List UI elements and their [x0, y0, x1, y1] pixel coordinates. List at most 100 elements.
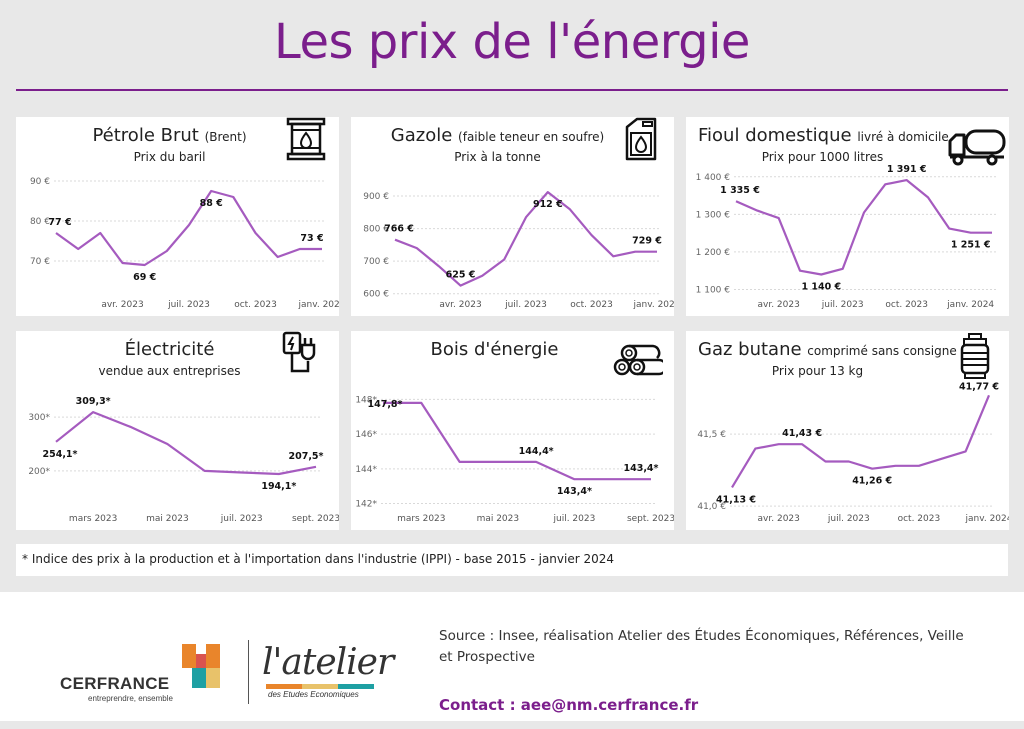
electricite-series-line	[55, 410, 317, 476]
atelier-logo-text: l'atelier	[262, 642, 394, 683]
chart-subtitle-fioul: Prix pour 1000 litres	[761, 150, 884, 164]
bois-xtick-label: juil. 2023	[553, 514, 596, 524]
petrole-data-label: 88 €	[200, 198, 223, 209]
chart-svg-bois: 142* 144* 146* 148* mars 2023 mai 2023 juil. 2…	[355, 395, 674, 524]
gazole-xtick-label: oct. 2023	[570, 300, 613, 310]
electricite-data-label: 254,1*	[42, 449, 77, 460]
electricite-data-label: 207,5*	[288, 451, 323, 462]
gazole-data-label: 729 €	[632, 236, 662, 247]
bois-ytick-label: 144*	[355, 465, 377, 475]
footer-bottom-strip	[0, 721, 1024, 729]
bois-series-line	[383, 401, 651, 481]
butane-xtick-label: oct. 2023	[898, 514, 941, 524]
chart-title-electricite: Électricité	[124, 339, 215, 360]
gazole-data-label: 912 €	[533, 199, 563, 210]
atelier-logo-subtitle: des Etudes Economiques	[268, 690, 359, 699]
power-plug-icon	[282, 331, 316, 373]
electricite-xtick-label: mai 2023	[146, 514, 189, 524]
chart-svg-fioul: 1 100 € 1 200 € 1 300 € 1 400 € avr. 2023 jui…	[696, 164, 996, 310]
fioul-ytick-label: 1 300 €	[696, 210, 731, 220]
petrole-series-line	[55, 189, 322, 267]
chart-panel-gazole: 600 € 700 € 800 € 900 € avr. 2023 juil. 2023 o…	[351, 117, 674, 316]
petrole-ytick-label: 80 €	[30, 217, 50, 227]
fioul-ytick-label: 1 400 €	[696, 173, 731, 183]
logo-separator	[248, 640, 249, 704]
fioul-xtick-label: avr. 2023	[757, 300, 799, 310]
chart-title-petrole: Pétrole Brut (Brent)	[92, 125, 247, 146]
gazole-data-label: 625 €	[446, 270, 476, 281]
fioul-xtick-label: janv. 2024	[946, 300, 994, 310]
bois-xtick-label: mars 2023	[397, 514, 445, 524]
bois-ytick-label: 142*	[355, 500, 377, 510]
chart-subtitle-gazole: Prix à la tonne	[454, 150, 541, 164]
contact-link[interactable]: Contact : aee@nm.cerfrance.fr	[439, 696, 699, 714]
bois-data-label: 144,4*	[519, 446, 554, 457]
butane-data-label: 41,13 €	[716, 494, 756, 505]
butane-xtick-label: avr. 2023	[758, 514, 800, 524]
fioul-xtick-label: juil. 2023	[821, 300, 864, 310]
petrole-data-label: 77 €	[48, 217, 71, 228]
gazole-ytick-label: 800 €	[363, 225, 389, 235]
butane-series-line	[731, 394, 991, 488]
bois-ytick-label: 146*	[355, 430, 377, 440]
chart-panel-fioul: 1 100 € 1 200 € 1 300 € 1 400 € avr. 2023 jui…	[686, 117, 1009, 316]
chart-title-fioul: Fioul domestique livré à domicile	[698, 125, 949, 146]
fioul-data-label: 1 391 €	[887, 164, 927, 175]
cerfrance-logo-text: CERFRANCE	[60, 674, 170, 693]
bois-ytick-label: 148*	[355, 395, 377, 405]
butane-data-label: 41,77 €	[959, 381, 999, 392]
electricite-xtick-label: mars 2023	[69, 514, 117, 524]
gazole-data-label: 766 €	[384, 224, 414, 235]
fioul-ytick-label: 1 200 €	[696, 248, 731, 258]
chart-title-bois: Bois d'énergie	[430, 339, 559, 360]
footnote: * Indice des prix à la production et à l…	[16, 544, 1008, 576]
gazole-ytick-label: 900 €	[363, 192, 389, 202]
cerfrance-tagline: entreprendre, ensemble	[88, 694, 173, 703]
title-rule	[16, 89, 1008, 91]
electricite-xtick-label: sept. 2023	[292, 514, 339, 524]
butane-ytick-label: 41,5 €	[697, 430, 726, 440]
petrole-ytick-label: 90 €	[30, 177, 50, 187]
chart-subtitle-electricite: vendue aux entreprises	[98, 364, 241, 378]
jerrycan-icon	[625, 117, 657, 161]
butane-xtick-label: juil. 2023	[827, 514, 870, 524]
gas-bottle-icon	[960, 333, 990, 379]
footer	[0, 592, 1024, 721]
gazole-xtick-label: avr. 2023	[439, 300, 481, 310]
chart-svg-petrole: 70 € 80 € 90 € avr. 2023 juil. 2023 oct. 2023…	[30, 177, 339, 310]
oil-barrel-icon	[286, 117, 326, 161]
electricite-ytick-label: 200*	[28, 467, 50, 477]
chart-subtitle-butane: Prix pour 13 kg	[771, 364, 864, 378]
cerfrance-logo-mark	[182, 644, 220, 688]
petrole-xtick-label: oct. 2023	[234, 300, 277, 310]
electricite-data-label: 194,1*	[261, 481, 296, 492]
bois-xtick-label: sept. 2023	[627, 514, 674, 524]
fioul-ytick-label: 1 100 €	[696, 285, 731, 295]
butane-ytick-label: 41,0 €	[697, 502, 726, 512]
bois-data-label: 143,4*	[623, 463, 658, 474]
fioul-data-label: 1 335 €	[720, 185, 760, 196]
petrole-data-label: 73 €	[300, 233, 323, 244]
chart-svg-butane: 41,0 € 41,5 € avr. 2023 juil. 2023 oct. 2023…	[697, 381, 1009, 524]
bois-data-label: 143,4*	[557, 486, 592, 497]
butane-data-label: 41,26 €	[852, 476, 892, 487]
fioul-data-label: 1 251 €	[951, 240, 991, 251]
petrole-xtick-label: janv. 2024	[298, 300, 339, 310]
tank-truck-icon	[948, 129, 1006, 166]
fioul-data-label: 1 140 €	[801, 281, 841, 292]
bois-xtick-label: mai 2023	[477, 514, 520, 524]
petrole-xtick-label: juil. 2023	[167, 300, 210, 310]
chart-title-gazole: Gazole (faible teneur en soufre)	[390, 125, 605, 146]
gazole-xtick-label: janv. 2024	[633, 300, 674, 310]
butane-data-label: 41,43 €	[782, 428, 822, 439]
chart-svg-electricite: 200* 300* mars 2023 mai 2023 juil. 2023 sept.…	[28, 396, 339, 524]
fioul-xtick-label: oct. 2023	[885, 300, 928, 310]
chart-panel-bois: 142* 144* 146* 148* mars 2023 mai 2023 juil. 2…	[351, 331, 674, 530]
petrole-ytick-label: 70 €	[30, 257, 50, 267]
bois-data-label: 147,8*	[367, 399, 402, 410]
chart-panel-electricite: 200* 300* mars 2023 mai 2023 juil. 2023 sept.…	[16, 331, 339, 530]
logs-icon	[613, 344, 663, 376]
electricite-xtick-label: juil. 2023	[220, 514, 263, 524]
source-text: Source : Insee, réalisation Atelier des …	[439, 628, 964, 665]
petrole-data-label: 69 €	[133, 272, 156, 283]
